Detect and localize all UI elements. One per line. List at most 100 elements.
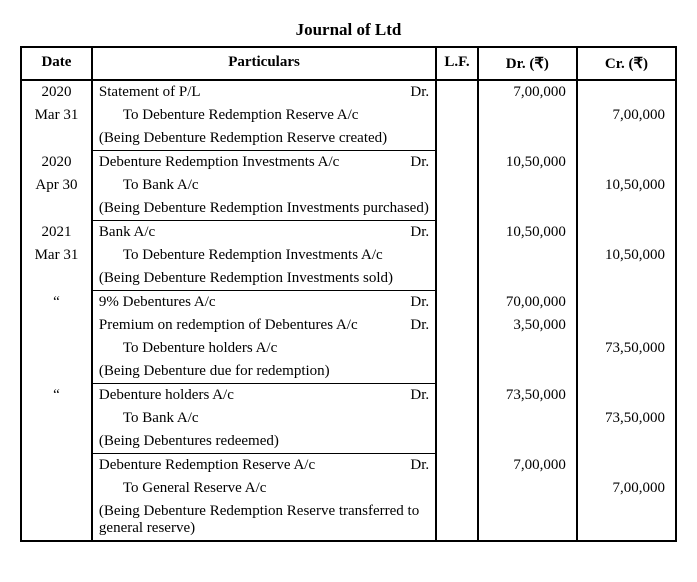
cell-cr xyxy=(577,197,676,221)
table-row: (Being Debenture Redemption Investments … xyxy=(21,197,676,221)
cell-particulars: To Debenture holders A/c xyxy=(92,337,436,360)
cell-particulars: Premium on redemption of Debentures A/cD… xyxy=(92,314,436,337)
table-row: “Debenture holders A/cDr. 73,50,000 xyxy=(21,384,676,408)
table-row: Apr 30To Bank A/c10,50,000 xyxy=(21,174,676,197)
cell-date xyxy=(21,267,92,291)
cell-dr: 70,00,000 xyxy=(478,291,577,315)
table-row: 2020Debenture Redemption Investments A/c… xyxy=(21,151,676,175)
cell-date xyxy=(21,197,92,221)
cell-lf xyxy=(436,174,478,197)
cell-dr xyxy=(478,430,577,454)
cell-date xyxy=(21,407,92,430)
table-row: “9% Debentures A/cDr. 70,00,000 xyxy=(21,291,676,315)
cell-particulars: (Being Debenture Redemption Investments … xyxy=(92,197,436,221)
cell-lf xyxy=(436,104,478,127)
cell-lf xyxy=(436,267,478,291)
cell-particulars: To Bank A/c xyxy=(92,174,436,197)
cell-particulars: Statement of P/LDr. xyxy=(92,80,436,104)
cell-particulars: To Debenture Redemption Reserve A/c xyxy=(92,104,436,127)
cell-date xyxy=(21,430,92,454)
journal-table: Date Particulars L.F. Dr. (₹) Cr. (₹) 20… xyxy=(20,46,677,542)
cell-lf xyxy=(436,291,478,315)
cell-date: Mar 31 xyxy=(21,244,92,267)
cell-dr xyxy=(478,477,577,500)
cell-particulars: Bank A/cDr. xyxy=(92,221,436,245)
table-row: Premium on redemption of Debentures A/cD… xyxy=(21,314,676,337)
cell-cr xyxy=(577,360,676,384)
cell-date: “ xyxy=(21,384,92,408)
cell-lf xyxy=(436,337,478,360)
cell-cr xyxy=(577,267,676,291)
table-row: To Debenture holders A/c73,50,000 xyxy=(21,337,676,360)
cell-particulars: Debenture Redemption Reserve A/cDr. xyxy=(92,454,436,478)
cell-dr xyxy=(478,337,577,360)
cell-cr xyxy=(577,80,676,104)
cell-dr: 73,50,000 xyxy=(478,384,577,408)
table-row: Debenture Redemption Reserve A/cDr. 7,00,… xyxy=(21,454,676,478)
cell-lf xyxy=(436,221,478,245)
cell-cr: 7,00,000 xyxy=(577,104,676,127)
cell-date: 2021 xyxy=(21,221,92,245)
table-row: (Being Debentures redeemed) xyxy=(21,430,676,454)
table-row: (Being Debenture due for redemption) xyxy=(21,360,676,384)
table-row: Mar 31To Debenture Redemption Reserve A/… xyxy=(21,104,676,127)
cell-date xyxy=(21,454,92,478)
cell-particulars: 9% Debentures A/cDr. xyxy=(92,291,436,315)
col-particulars: Particulars xyxy=(92,47,436,80)
journal-title: Journal of Ltd xyxy=(20,20,677,40)
cell-cr: 73,50,000 xyxy=(577,407,676,430)
cell-lf xyxy=(436,127,478,151)
col-dr: Dr. (₹) xyxy=(478,47,577,80)
cell-lf xyxy=(436,360,478,384)
cell-lf xyxy=(436,197,478,221)
cell-cr xyxy=(577,127,676,151)
cell-date: Apr 30 xyxy=(21,174,92,197)
cell-lf xyxy=(436,477,478,500)
cell-date xyxy=(21,127,92,151)
cell-lf xyxy=(436,500,478,541)
table-row: (Being Debenture Redemption Reserve tran… xyxy=(21,500,676,541)
cell-cr xyxy=(577,430,676,454)
cell-particulars: (Being Debenture Redemption Reserve tran… xyxy=(92,500,436,541)
cell-cr xyxy=(577,314,676,337)
header-row: Date Particulars L.F. Dr. (₹) Cr. (₹) xyxy=(21,47,676,80)
cell-lf xyxy=(436,407,478,430)
cell-date xyxy=(21,500,92,541)
table-row: 2021Bank A/cDr. 10,50,000 xyxy=(21,221,676,245)
cell-dr: 7,00,000 xyxy=(478,454,577,478)
cell-dr: 7,00,000 xyxy=(478,80,577,104)
cell-particulars: (Being Debenture Redemption Reserve crea… xyxy=(92,127,436,151)
cell-dr xyxy=(478,244,577,267)
cell-dr: 10,50,000 xyxy=(478,221,577,245)
col-cr: Cr. (₹) xyxy=(577,47,676,80)
cell-lf xyxy=(436,384,478,408)
cell-dr xyxy=(478,407,577,430)
cell-lf xyxy=(436,314,478,337)
cell-lf xyxy=(436,244,478,267)
cell-cr xyxy=(577,454,676,478)
cell-dr xyxy=(478,267,577,291)
cell-particulars: Debenture holders A/cDr. xyxy=(92,384,436,408)
cell-lf xyxy=(436,151,478,175)
cell-date: 2020 xyxy=(21,151,92,175)
cell-date: 2020 xyxy=(21,80,92,104)
cell-cr xyxy=(577,221,676,245)
cell-lf xyxy=(436,80,478,104)
table-row: (Being Debenture Redemption Investments … xyxy=(21,267,676,291)
cell-dr xyxy=(478,174,577,197)
table-row: 2020Statement of P/LDr. 7,00,000 xyxy=(21,80,676,104)
cell-particulars: To Debenture Redemption Investments A/c xyxy=(92,244,436,267)
cell-particulars: Debenture Redemption Investments A/cDr. xyxy=(92,151,436,175)
cell-particulars: (Being Debenture Redemption Investments … xyxy=(92,267,436,291)
cell-date xyxy=(21,337,92,360)
cell-cr xyxy=(577,384,676,408)
cell-particulars: To General Reserve A/c xyxy=(92,477,436,500)
cell-dr xyxy=(478,500,577,541)
cell-date: “ xyxy=(21,291,92,315)
cell-particulars: To Bank A/c xyxy=(92,407,436,430)
cell-cr xyxy=(577,151,676,175)
cell-date: Mar 31 xyxy=(21,104,92,127)
col-lf: L.F. xyxy=(436,47,478,80)
cell-dr xyxy=(478,127,577,151)
cell-date xyxy=(21,360,92,384)
